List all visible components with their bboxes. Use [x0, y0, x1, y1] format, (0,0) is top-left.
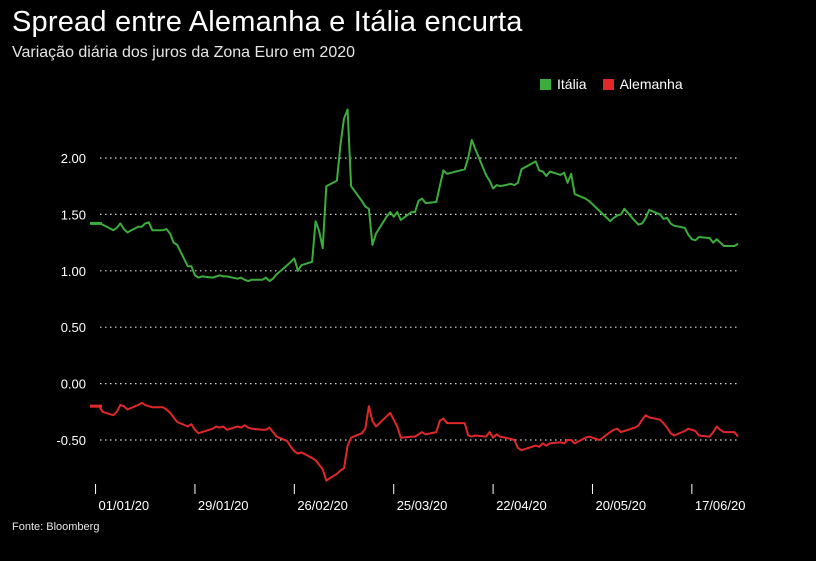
- series-line-italia: [98, 108, 739, 282]
- legend-label-italia: Itália: [557, 76, 587, 92]
- source-note: Fonte: Bloomberg: [12, 521, 100, 533]
- legend-swatch-alemanha: [602, 78, 614, 90]
- y-tick-label: 1.00: [61, 264, 86, 279]
- x-tick-label: 17/06/20: [695, 498, 746, 513]
- y-tick-label: -0.50: [56, 433, 86, 448]
- y-tick-label: 0.00: [61, 377, 86, 392]
- x-tick-label: 29/01/20: [198, 498, 249, 513]
- series-lines: [90, 108, 739, 482]
- chart-subtitle: Variação diária dos juros da Zona Euro e…: [12, 44, 356, 61]
- x-tick-label: 20/05/20: [595, 498, 646, 513]
- legend-swatch-italia: [540, 78, 551, 90]
- series-line-alemanha: [98, 401, 739, 482]
- x-tick-label: 01/01/20: [99, 498, 150, 513]
- legend-item-alemanha: Alemanha: [602, 76, 683, 92]
- y-tick-label: 2.00: [61, 151, 86, 166]
- gridlines: [100, 157, 738, 441]
- legend-label-alemanha: Alemanha: [619, 76, 683, 92]
- legend: Itália Alemanha: [540, 76, 683, 92]
- y-axis-ticks: 2.00 1.50 1.00 0.50 0.00 -0.50: [56, 151, 86, 448]
- y-tick-label: 1.50: [61, 207, 86, 222]
- x-tick-label: 26/02/20: [297, 498, 348, 513]
- y-tick-label: 0.50: [61, 320, 86, 335]
- x-axis-ticks: 01/01/20 29/01/20 26/02/20 25/03/20 22/04/20…: [95, 484, 746, 513]
- x-tick-label: 25/03/20: [397, 498, 448, 513]
- legend-item-italia: Itália: [540, 76, 587, 92]
- x-tick-label: 22/04/20: [496, 498, 547, 513]
- chart-title: Spread entre Alemanha e Itália encurta: [12, 6, 523, 38]
